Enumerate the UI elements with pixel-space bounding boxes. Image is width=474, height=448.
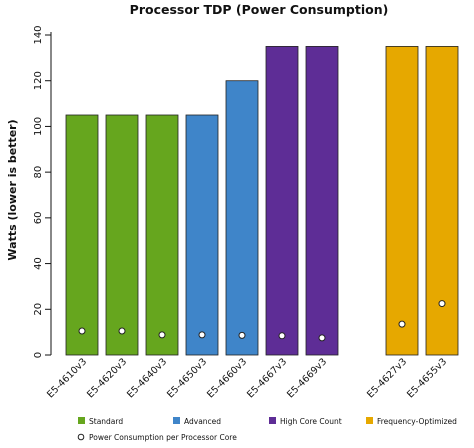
legend-label-3: Frequency-Optimized: [377, 417, 457, 426]
y-axis-ticks: 0 20 40 60 80 100 120 140: [33, 25, 51, 358]
point-e5-4627v3: [398, 320, 406, 328]
bar-e5-4640v3: [145, 114, 179, 356]
legend-point-label: Power Consumption per Processor Core: [89, 433, 237, 442]
legend-swatch-2: [269, 417, 276, 424]
x-tick-label: E5-4627v3: [365, 356, 409, 400]
y-axis-label: Watts (lower is better): [6, 119, 19, 260]
bar-e5-4667v3: [265, 46, 299, 356]
y-tick-label: 40: [33, 257, 44, 270]
y-tick-label: 0: [33, 352, 44, 358]
y-tick-label: 120: [33, 71, 44, 90]
x-tick-label: E5-4650v3: [165, 356, 209, 400]
bar-e5-4650v3: [185, 114, 219, 356]
legend-swatch-3: [366, 417, 373, 424]
legend-swatch-0: [78, 417, 85, 424]
y-tick-label: 60: [33, 211, 44, 224]
chart-title: Processor TDP (Power Consumption): [130, 2, 389, 17]
per-core-points: [78, 300, 446, 342]
point-e5-4650v3: [198, 331, 206, 339]
x-tick-label: E5-4620v3: [85, 356, 129, 400]
bar-e5-4660v3: [225, 80, 259, 356]
point-e5-4667v3: [278, 332, 286, 340]
y-tick-label: 100: [33, 117, 44, 136]
y-tick-label: 20: [33, 303, 44, 316]
x-tick-label: E5-4640v3: [125, 356, 169, 400]
legend-point-marker: [77, 433, 85, 441]
bar-e5-4655v3: [425, 46, 459, 356]
x-tick-label: E5-4667v3: [245, 356, 289, 400]
x-tick-label: E5-4655v3: [405, 356, 449, 400]
x-tick-label: E5-4669v3: [285, 356, 329, 400]
legend: Standard Advanced High Core Count Frequency…: [77, 417, 457, 442]
point-e5-4640v3: [158, 331, 166, 339]
legend-swatch-1: [173, 417, 180, 424]
bar-e5-4669v3: [305, 46, 339, 356]
legend-label-0: Standard: [89, 417, 123, 426]
legend-label-1: Advanced: [184, 417, 221, 426]
bar-e5-4627v3: [385, 46, 419, 356]
bar-e5-4620v3: [105, 114, 139, 356]
legend-label-2: High Core Count: [280, 417, 342, 426]
point-e5-4669v3: [318, 334, 326, 342]
y-tick-label: 140: [33, 25, 44, 44]
x-axis-tick-labels: E5-4610v3E5-4620v3E5-4640v3E5-4650v3E5-4…: [45, 356, 449, 400]
bars: [65, 46, 459, 356]
bar-e5-4610v3: [65, 114, 99, 356]
x-tick-label: E5-4660v3: [205, 356, 249, 400]
point-e5-4610v3: [78, 327, 86, 335]
x-tick-label: E5-4610v3: [45, 356, 89, 400]
y-tick-label: 80: [33, 166, 44, 179]
point-e5-4655v3: [438, 300, 446, 308]
point-e5-4660v3: [238, 331, 246, 339]
point-e5-4620v3: [118, 327, 126, 335]
